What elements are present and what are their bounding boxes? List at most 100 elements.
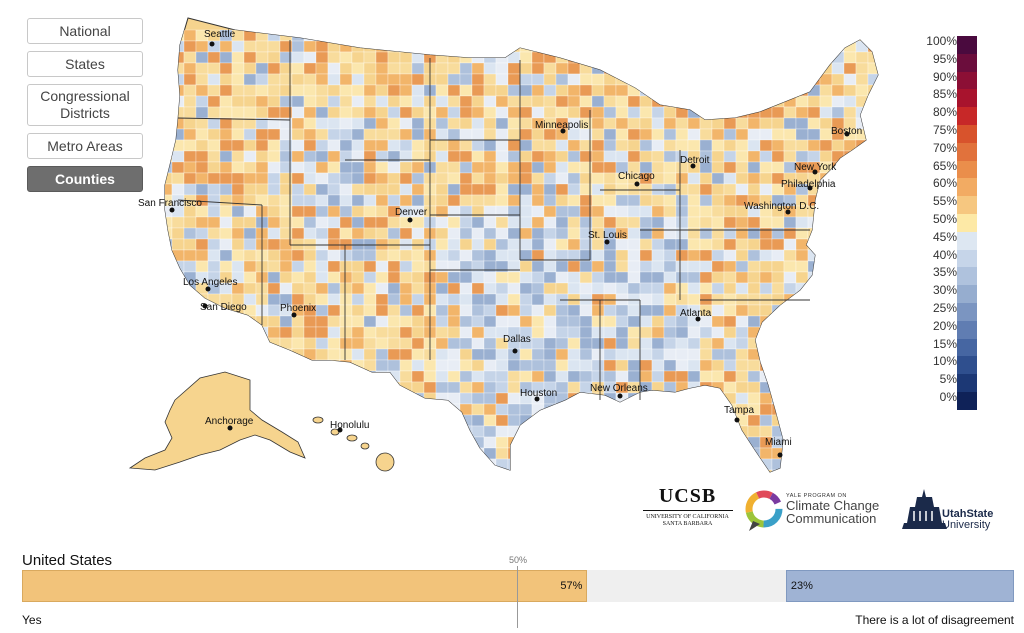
county-cell[interactable] bbox=[315, 183, 329, 196]
county-cell[interactable] bbox=[831, 458, 845, 471]
county-cell[interactable] bbox=[399, 227, 413, 240]
county-cell[interactable] bbox=[819, 194, 833, 207]
county-cell[interactable] bbox=[807, 271, 821, 284]
county-cell[interactable] bbox=[639, 348, 653, 361]
county-cell[interactable] bbox=[567, 40, 581, 53]
county-cell[interactable] bbox=[555, 161, 569, 174]
county-cell[interactable] bbox=[771, 370, 785, 383]
county-cell[interactable] bbox=[507, 249, 521, 262]
county-cell[interactable] bbox=[291, 95, 305, 108]
county-cell[interactable] bbox=[615, 139, 629, 152]
county-cell[interactable] bbox=[699, 29, 713, 42]
county-cell[interactable] bbox=[723, 40, 737, 53]
county-cell[interactable] bbox=[267, 271, 281, 284]
county-cell[interactable] bbox=[267, 139, 281, 152]
county-cell[interactable] bbox=[291, 381, 305, 394]
county-cell[interactable] bbox=[591, 359, 605, 372]
county-cell[interactable] bbox=[603, 84, 617, 97]
county-cell[interactable] bbox=[303, 381, 317, 394]
county-cell[interactable] bbox=[855, 183, 869, 196]
county-cell[interactable] bbox=[699, 370, 713, 383]
county-cell[interactable] bbox=[219, 194, 233, 207]
county-cell[interactable] bbox=[303, 458, 317, 471]
county-cell[interactable] bbox=[783, 359, 797, 372]
county-cell[interactable] bbox=[375, 260, 389, 273]
county-cell[interactable] bbox=[519, 62, 533, 75]
county-cell[interactable] bbox=[171, 161, 185, 174]
county-cell[interactable] bbox=[615, 150, 629, 163]
county-cell[interactable] bbox=[495, 29, 509, 42]
county-cell[interactable] bbox=[351, 216, 365, 229]
county-cell[interactable] bbox=[399, 238, 413, 251]
county-cell[interactable] bbox=[495, 370, 509, 383]
county-cell[interactable] bbox=[603, 194, 617, 207]
county-cell[interactable] bbox=[183, 106, 197, 119]
county-cell[interactable] bbox=[783, 326, 797, 339]
county-cell[interactable] bbox=[867, 392, 880, 405]
county-cell[interactable] bbox=[483, 271, 497, 284]
county-cell[interactable] bbox=[471, 337, 485, 350]
county-cell[interactable] bbox=[291, 40, 305, 53]
county-cell[interactable] bbox=[459, 337, 473, 350]
county-cell[interactable] bbox=[303, 161, 317, 174]
county-cell[interactable] bbox=[783, 282, 797, 295]
county-cell[interactable] bbox=[399, 447, 413, 460]
county-cell[interactable] bbox=[303, 436, 317, 449]
county-cell[interactable] bbox=[315, 128, 329, 141]
county-cell[interactable] bbox=[543, 337, 557, 350]
county-cell[interactable] bbox=[267, 447, 281, 460]
county-cell[interactable] bbox=[459, 183, 473, 196]
county-cell[interactable] bbox=[375, 436, 389, 449]
county-cell[interactable] bbox=[315, 282, 329, 295]
county-cell[interactable] bbox=[519, 117, 533, 130]
county-cell[interactable] bbox=[519, 304, 533, 317]
county-cell[interactable] bbox=[615, 293, 629, 306]
county-cell[interactable] bbox=[411, 194, 425, 207]
county-cell[interactable] bbox=[843, 161, 857, 174]
county-cell[interactable] bbox=[603, 205, 617, 218]
county-cell[interactable] bbox=[675, 128, 689, 141]
county-cell[interactable] bbox=[267, 260, 281, 273]
county-cell[interactable] bbox=[339, 183, 353, 196]
county-cell[interactable] bbox=[795, 469, 809, 481]
county-cell[interactable] bbox=[507, 315, 521, 328]
county-cell[interactable] bbox=[759, 238, 773, 251]
county-cell[interactable] bbox=[591, 326, 605, 339]
county-cell[interactable] bbox=[603, 282, 617, 295]
county-cell[interactable] bbox=[471, 95, 485, 108]
county-cell[interactable] bbox=[795, 128, 809, 141]
county-cell[interactable] bbox=[507, 172, 521, 185]
county-cell[interactable] bbox=[160, 227, 173, 240]
county-cell[interactable] bbox=[579, 304, 593, 317]
county-cell[interactable] bbox=[327, 95, 341, 108]
county-cell[interactable] bbox=[195, 172, 209, 185]
county-cell[interactable] bbox=[375, 128, 389, 141]
county-cell[interactable] bbox=[375, 62, 389, 75]
county-cell[interactable] bbox=[627, 62, 641, 75]
county-cell[interactable] bbox=[843, 315, 857, 328]
county-cell[interactable] bbox=[555, 436, 569, 449]
county-cell[interactable] bbox=[303, 95, 317, 108]
county-cell[interactable] bbox=[543, 326, 557, 339]
county-cell[interactable] bbox=[627, 293, 641, 306]
county-cell[interactable] bbox=[471, 84, 485, 97]
county-cell[interactable] bbox=[579, 260, 593, 273]
county-cell[interactable] bbox=[447, 425, 461, 438]
county-cell[interactable] bbox=[723, 172, 737, 185]
county-cell[interactable] bbox=[519, 161, 533, 174]
county-cell[interactable] bbox=[687, 392, 701, 405]
county-cell[interactable] bbox=[387, 425, 401, 438]
county-cell[interactable] bbox=[855, 73, 869, 86]
county-cell[interactable] bbox=[531, 326, 545, 339]
county-cell[interactable] bbox=[315, 172, 329, 185]
county-cell[interactable] bbox=[783, 51, 797, 64]
county-cell[interactable] bbox=[507, 381, 521, 394]
county-cell[interactable] bbox=[555, 293, 569, 306]
county-cell[interactable] bbox=[291, 337, 305, 350]
county-cell[interactable] bbox=[531, 293, 545, 306]
county-cell[interactable] bbox=[339, 348, 353, 361]
county-cell[interactable] bbox=[495, 161, 509, 174]
county-cell[interactable] bbox=[160, 51, 173, 64]
county-cell[interactable] bbox=[807, 106, 821, 119]
county-cell[interactable] bbox=[747, 282, 761, 295]
